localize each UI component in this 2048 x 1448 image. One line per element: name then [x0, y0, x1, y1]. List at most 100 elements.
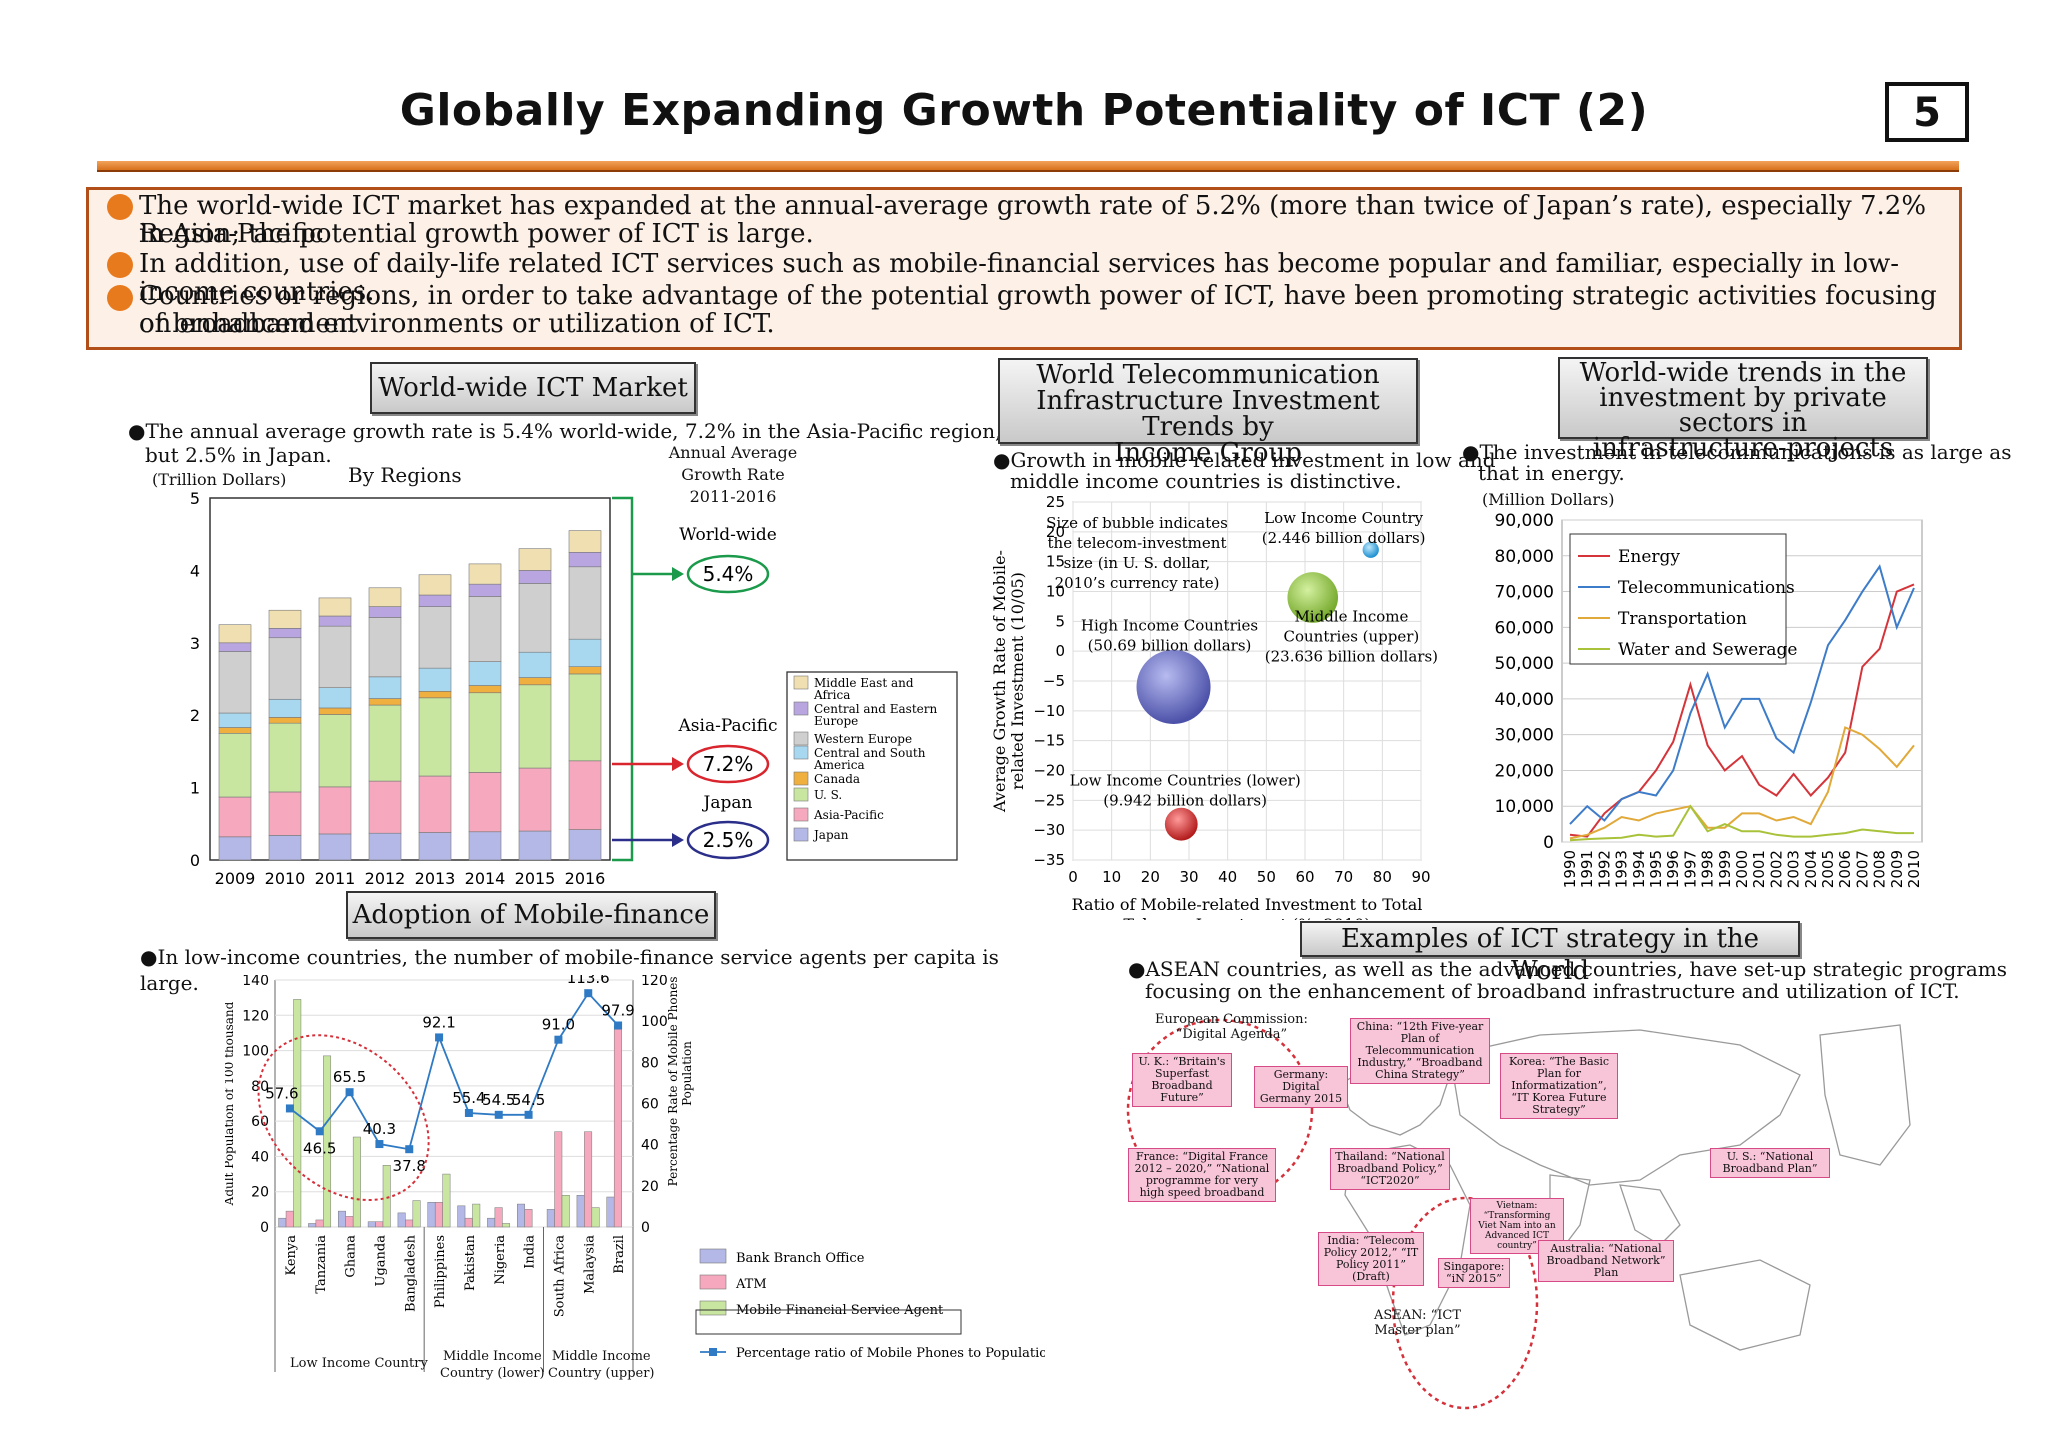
x-tick-label: 1995	[1647, 850, 1665, 888]
y-right-tick-label: 0	[641, 1220, 650, 1236]
x-tick-label: 0	[1068, 868, 1078, 886]
mobile-ratio-point	[345, 1088, 354, 1097]
bar	[591, 1207, 600, 1228]
callout-eu: European Commission: “Digital Agenda”	[1155, 1012, 1308, 1042]
growth-rate-title-line-1: Annual Average	[668, 443, 798, 462]
private-invest-heading-3: infrastructure-projects	[1592, 433, 1894, 463]
x-tick-label: India	[523, 1235, 538, 1269]
bar-segment	[318, 687, 352, 709]
series-line	[1569, 726, 1915, 840]
legend-label: Western Europe	[814, 732, 912, 746]
x-tick-label: Pakistan	[463, 1234, 478, 1291]
x-tick-label: 1998	[1699, 850, 1717, 888]
rate-label: World-wide	[679, 525, 777, 545]
bar-segment	[218, 796, 252, 838]
world-bracket	[612, 496, 634, 862]
mobile-ratio-label: 54.5	[482, 1091, 515, 1109]
x-tick-label: 80	[1373, 868, 1392, 886]
map-southeast-asia	[1619, 1184, 1681, 1246]
legend-label: Water and Sewerage	[1618, 640, 1797, 660]
x-tick-label: 2012	[365, 869, 406, 888]
mobile-ratio-point	[435, 1033, 444, 1042]
bar-segment	[218, 733, 252, 798]
private-invest-heading: World-wide trends in the investment by p…	[1558, 357, 1928, 461]
bar-segment	[318, 786, 352, 835]
y-tick-label: −35	[1033, 851, 1065, 869]
bar-segment	[218, 651, 252, 714]
x-tick-label: Brazil	[612, 1235, 627, 1274]
bar-segment	[368, 704, 402, 782]
summary-bullet-3-line-1: Countries or regions, in order to take a…	[139, 281, 1937, 339]
x-tick-label: 2008	[1871, 850, 1889, 888]
callout-asean-line-2: Master plan”	[1374, 1323, 1461, 1338]
private-invest-heading-2: investment by private sectors in	[1599, 383, 1887, 438]
bar	[285, 1210, 294, 1228]
legend-label: Asia-Pacific	[813, 808, 884, 822]
y-tick-label: 2	[190, 706, 200, 725]
mobile-ratio-point	[584, 989, 593, 998]
bar	[397, 1212, 406, 1228]
x-tick-label: 2014	[465, 869, 506, 888]
bullet-dot	[107, 285, 133, 311]
page-number: 5	[1885, 82, 1969, 142]
group-label-mid-lower-2: Country (lower)	[440, 1366, 545, 1381]
private-note-line-1: ●The investment in telecommunications is…	[1462, 440, 2012, 464]
bubble-label: High Income Countries	[1081, 616, 1258, 634]
legend-label: Telecommunications	[1618, 578, 1795, 598]
y-tick-label: −10	[1033, 702, 1065, 720]
mobile-ratio-point	[375, 1140, 384, 1149]
rate-value: 2.5%	[703, 828, 754, 852]
bubble-size-note: the telecom-investment	[1048, 534, 1227, 552]
legend-swatch	[793, 745, 809, 760]
bar	[315, 1219, 324, 1228]
y-right-tick-label: 20	[641, 1179, 659, 1195]
group-label-low: Low Income Country	[290, 1356, 428, 1371]
x-tick-label: 2010	[1905, 850, 1923, 888]
mobile-ratio-point	[524, 1110, 533, 1119]
bar-segment	[318, 625, 352, 688]
bar	[524, 1209, 533, 1228]
y-tick-label: 20,000	[1495, 761, 1554, 781]
bar-segment	[368, 780, 402, 834]
bar-segment	[268, 609, 302, 629]
asean-highlight-circle	[1391, 1196, 1539, 1410]
bar-segment	[568, 566, 602, 640]
y-tick-label: 0	[190, 851, 200, 870]
bar-segment	[418, 691, 452, 699]
bar-segment	[518, 830, 552, 861]
mobile-ratio-point	[464, 1108, 473, 1117]
bar-segment	[468, 661, 502, 686]
mobile-ratio-line	[289, 991, 619, 1151]
legend-label: ATM	[735, 1277, 767, 1292]
callout-asean: ASEAN: “ICT Master plan”	[1374, 1308, 1461, 1338]
y-axis-title: Average Growth Rate of Mobile-	[990, 550, 1009, 813]
legend-label: Central and South	[814, 746, 926, 760]
bar-segment	[518, 677, 552, 686]
x-tick-label: 10	[1102, 868, 1121, 886]
bar	[308, 1223, 317, 1228]
bar	[516, 1203, 525, 1228]
legend-swatch	[699, 1274, 727, 1290]
bubble-label: (50.69 billion dollars)	[1088, 636, 1252, 654]
legend-label: Bank Branch Office	[736, 1251, 865, 1266]
x-tick-label: 2003	[1785, 850, 1803, 888]
x-tick-label: 1993	[1613, 850, 1631, 888]
callout-eu-line-1: European Commission:	[1155, 1012, 1308, 1027]
group-label-mid-lower: Middle Income Country (lower)	[440, 1348, 545, 1382]
legend-swatch	[699, 1248, 727, 1264]
telecom-note-line-2: middle income countries is distinctive.	[1010, 469, 1402, 493]
y-tick-label: 10,000	[1495, 797, 1554, 817]
legend-label: Canada	[814, 772, 860, 786]
y-tick-label: −20	[1033, 762, 1065, 780]
bar-segment	[568, 673, 602, 762]
ict-market-subtitle: By Regions	[348, 463, 462, 487]
bar	[345, 1216, 354, 1228]
legend-highlight-box	[695, 1309, 962, 1335]
bubble-label: (2.446 billion dollars)	[1262, 529, 1426, 547]
mobile-ratio-label: 40.3	[363, 1120, 396, 1138]
mobile-ratio-point	[405, 1145, 414, 1154]
bar-segment	[368, 832, 402, 861]
bar	[367, 1221, 376, 1228]
bar-segment	[518, 767, 552, 832]
bar-segment	[568, 760, 602, 830]
